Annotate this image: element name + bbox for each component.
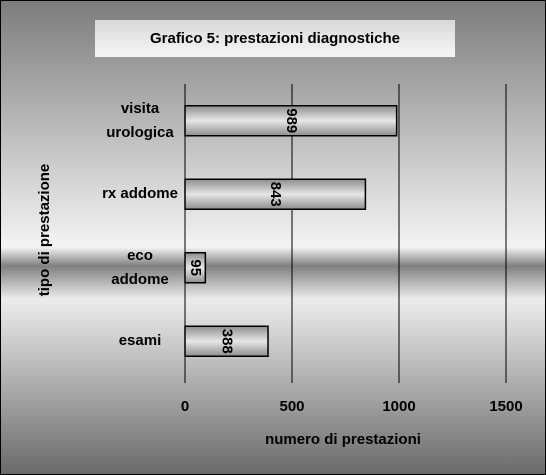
value-label: 989 — [283, 108, 300, 133]
title-box — [95, 20, 455, 57]
y-tick-label: visita urologica — [106, 99, 174, 141]
x-tick-label: 500 — [279, 398, 304, 415]
bar — [184, 178, 367, 210]
y-tick-label: rx addome — [102, 185, 178, 203]
x-tick-label: 1500 — [489, 398, 522, 415]
value-label: 843 — [267, 182, 284, 207]
chart-title: Grafico 5: prestazioni diagnostiche — [150, 30, 400, 47]
x-axis-label: numero di prestazioni — [265, 431, 421, 448]
x-tick-label: 0 — [181, 398, 189, 415]
value-label: 388 — [219, 329, 236, 354]
x-tick-label: 1000 — [382, 398, 415, 415]
y-tick-label: esami — [118, 332, 162, 350]
y-axis-label: tipo di prestazione — [36, 164, 53, 297]
value-label: 95 — [187, 259, 204, 276]
bar — [184, 105, 398, 137]
bar — [184, 252, 207, 284]
bar — [184, 325, 269, 357]
y-tick-label: eco addome — [111, 246, 169, 288]
